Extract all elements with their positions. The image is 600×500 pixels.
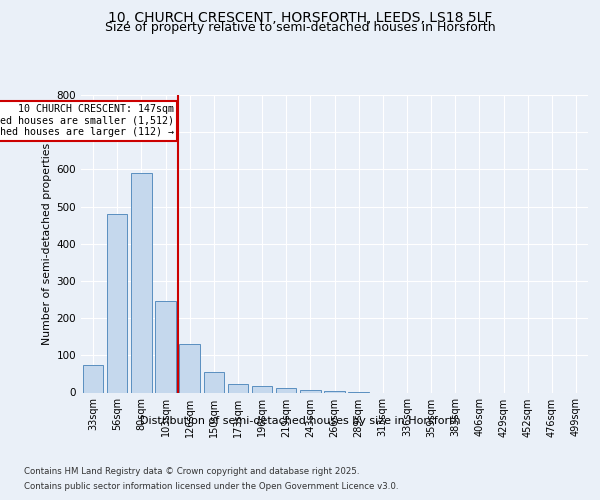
Bar	[203, 372, 224, 392]
Bar	[300, 390, 320, 392]
Bar	[83, 364, 103, 392]
Text: Distribution of semi-detached houses by size in Horsforth: Distribution of semi-detached houses by …	[140, 416, 460, 426]
Bar	[276, 388, 296, 392]
Bar	[155, 302, 176, 392]
Bar	[107, 214, 127, 392]
Bar	[227, 384, 248, 392]
Bar	[252, 386, 272, 392]
Text: Size of property relative to semi-detached houses in Horsforth: Size of property relative to semi-detach…	[104, 21, 496, 34]
Bar	[131, 173, 152, 392]
Text: 10, CHURCH CRESCENT, HORSFORTH, LEEDS, LS18 5LF: 10, CHURCH CRESCENT, HORSFORTH, LEEDS, L…	[108, 11, 492, 25]
Bar	[179, 344, 200, 393]
Bar	[324, 390, 345, 392]
Text: Contains public sector information licensed under the Open Government Licence v3: Contains public sector information licen…	[24, 482, 398, 491]
Text: Contains HM Land Registry data © Crown copyright and database right 2025.: Contains HM Land Registry data © Crown c…	[24, 467, 359, 476]
Text: 10 CHURCH CRESCENT: 147sqm
← 93% of semi-detached houses are smaller (1,512)
7% : 10 CHURCH CRESCENT: 147sqm ← 93% of semi…	[0, 104, 174, 138]
Y-axis label: Number of semi-detached properties: Number of semi-detached properties	[43, 142, 52, 345]
